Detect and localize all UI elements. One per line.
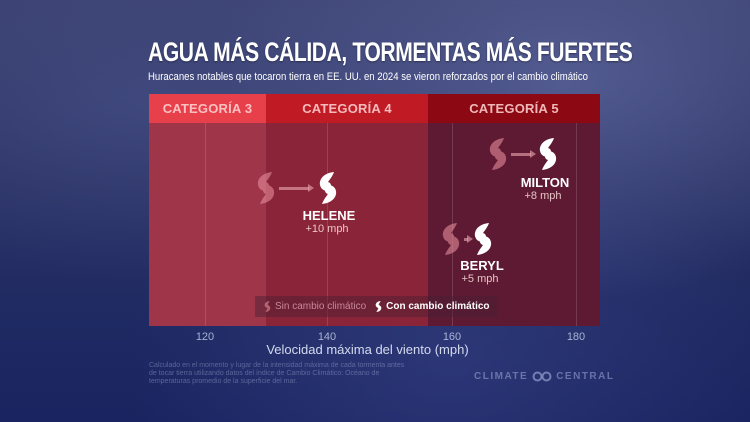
storm-delta-helene: +10 mph (305, 223, 349, 235)
chart-legend: Sin cambio climático Con cambio climátic… (255, 296, 497, 317)
intensification-arrow (464, 235, 473, 243)
intensification-arrow (511, 150, 536, 158)
climate-central-logo: CLIMATE CENTRAL (474, 371, 614, 382)
x-tick-140: 140 (317, 331, 337, 343)
legend-item-with: Con cambio climático (374, 300, 490, 313)
category-3-label: CATEGORÍA 3 (162, 101, 253, 116)
category-3-band (149, 123, 266, 326)
x-tick-180: 180 (566, 331, 586, 343)
storm-delta-beryl: +5 mph (461, 273, 499, 285)
x-tick-120: 120 (195, 331, 215, 343)
hurricane-icon-without (264, 300, 271, 313)
hurricane-icon-without (489, 138, 507, 170)
x-axis-label: Velocidad máxima del viento (mph) (266, 342, 469, 357)
x-tick-160: 160 (442, 331, 462, 343)
storm-name-beryl: BERYL (460, 258, 504, 273)
storm-delta-milton: +8 mph (524, 190, 562, 202)
storm-name-milton: MILTON (520, 175, 570, 190)
chart-subtitle: Huracanes notables que tocaron tierra en… (148, 71, 588, 83)
hurricane-icon-with (319, 172, 337, 204)
category-4-band (266, 123, 428, 326)
hurricane-icon-with (539, 138, 557, 170)
intensification-arrow (279, 184, 314, 192)
gridline-120 (205, 123, 206, 326)
chart-area: CATEGORÍA 3 CATEGORÍA 4 CATEGORÍA 5 HELE… (149, 94, 600, 326)
category-4-header: CATEGORÍA 4 (266, 94, 428, 123)
hurricane-icon-without (442, 223, 460, 255)
category-3-header: CATEGORÍA 3 (149, 94, 266, 123)
brand-left: CLIMATE (474, 371, 529, 382)
storm-name-helene: HELENE (302, 208, 356, 223)
hurricane-icon-with (474, 223, 492, 255)
legend-label-with: Con cambio climático (386, 301, 490, 312)
hurricane-icon-without (257, 172, 275, 204)
legend-label-without: Sin cambio climático (275, 301, 367, 312)
legend-item-without: Sin cambio climático (263, 300, 366, 313)
category-5-band (428, 123, 600, 326)
hurricane-icon-with (375, 300, 382, 313)
chart-title: AGUA MÁS CÁLIDA, TORMENTAS MÁS FUERTES (148, 37, 633, 67)
category-5-label: CATEGORÍA 5 (469, 101, 559, 116)
category-5-header: CATEGORÍA 5 (428, 94, 600, 123)
brand-right: CENTRAL (556, 371, 615, 382)
gridline-140 (327, 123, 328, 326)
gridline-180 (576, 123, 577, 326)
footnote: Calculado en el momento y lugar de la in… (149, 362, 405, 385)
category-4-label: CATEGORÍA 4 (302, 101, 392, 116)
infinity-logo-icon (532, 371, 552, 382)
